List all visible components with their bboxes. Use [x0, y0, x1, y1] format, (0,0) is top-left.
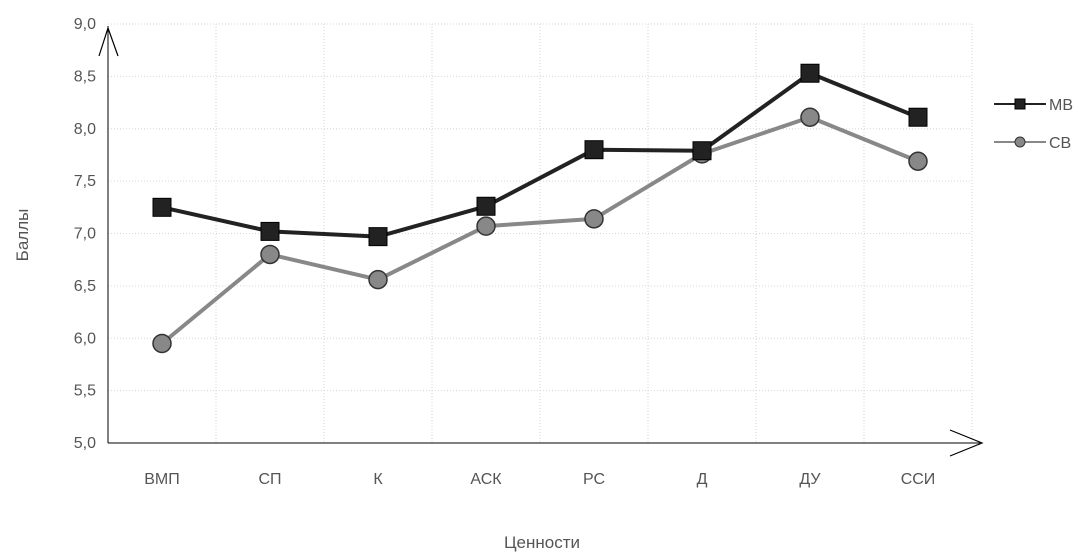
x-tick-label: К: [373, 471, 383, 488]
legend-marker-СВ: [1015, 137, 1025, 147]
data-point-СВ: [477, 217, 495, 235]
data-point-СВ: [801, 108, 819, 126]
data-point-СВ: [585, 210, 603, 228]
series-line-МВ: [162, 73, 918, 236]
y-tick-label: 5,0: [74, 435, 96, 452]
data-point-СВ: [369, 271, 387, 289]
y-tick-label: 5,5: [74, 383, 96, 400]
data-point-СВ: [261, 245, 279, 263]
data-point-МВ: [153, 198, 171, 216]
x-tick-label: Д: [697, 471, 708, 488]
y-tick-label: 8,0: [74, 121, 96, 138]
y-tick-label: 7,5: [74, 173, 96, 190]
y-tick-label: 6,5: [74, 278, 96, 295]
legend-label-МВ: МВ: [1049, 97, 1073, 114]
data-point-МВ: [477, 197, 495, 215]
y-tick-label: 7,0: [74, 226, 96, 243]
y-tick-label: 6,0: [74, 330, 96, 347]
x-tick-label: СП: [258, 471, 281, 488]
legend-marker-МВ: [1015, 99, 1025, 109]
y-tick-label: 9,0: [74, 16, 96, 33]
data-point-МВ: [801, 64, 819, 82]
x-tick-label: ВМП: [144, 471, 180, 488]
legend: МВ СВ: [994, 97, 1073, 152]
data-point-МВ: [585, 141, 603, 159]
legend-label-СВ: СВ: [1049, 135, 1071, 152]
y-tick-label: 8,5: [74, 68, 96, 85]
x-tick-label: АСК: [470, 471, 502, 488]
x-tick-label: РС: [583, 471, 605, 488]
x-axis-title: Ценности: [504, 533, 580, 552]
data-point-МВ: [369, 228, 387, 246]
x-tick-label: ССИ: [901, 471, 936, 488]
data-point-СВ: [909, 152, 927, 170]
x-tick-label: ДУ: [799, 471, 821, 488]
data-point-МВ: [261, 222, 279, 240]
data-point-МВ: [909, 108, 927, 126]
data-point-МВ: [693, 142, 711, 160]
y-axis-title: Баллы: [13, 209, 32, 262]
tick-labels: 5,0 5,5 6,0 6,5 7,0 7,5 8,0 8,5 9,0 ВМП СП К АСК РС Д Д…: [74, 16, 936, 488]
data-point-СВ: [153, 334, 171, 352]
